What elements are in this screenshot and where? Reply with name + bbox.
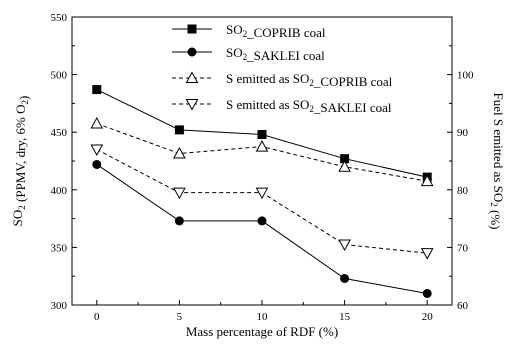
marker-circle	[174, 216, 184, 226]
x-tick-label: 5	[177, 311, 183, 323]
legend-label: S emitted as SO2_COPRIB coal	[226, 71, 393, 89]
marker-triangle-down	[255, 187, 269, 200]
marker-triangle-down	[173, 187, 186, 200]
marker-square	[187, 24, 197, 34]
y-right-axis-title: Fuel S emitted as SO2 (%)	[488, 92, 506, 229]
y-left-tick-label: 400	[51, 185, 68, 197]
y-left-tick-label: 500	[51, 70, 68, 82]
series-line-3	[96, 149, 428, 254]
y-right-tick-label: 90	[457, 127, 469, 139]
marker-square	[92, 85, 102, 95]
series-layer	[90, 85, 434, 298]
marker-triangle-up	[185, 71, 199, 83]
series-line-1	[96, 164, 428, 294]
marker-triangle-up	[338, 160, 351, 172]
marker-triangle-down	[90, 144, 104, 157]
marker-triangle-down	[338, 239, 351, 252]
marker-triangle-up	[255, 140, 269, 152]
y-left-tick-label: 550	[51, 12, 68, 24]
y-right-tick-label: 60	[457, 300, 469, 312]
marker-triangle-down	[420, 248, 434, 260]
y-right-tick-label: 80	[457, 185, 469, 197]
marker-triangle-down	[185, 99, 199, 111]
y-right-tick-label: 100	[457, 70, 474, 82]
y-right-tick-label: 70	[457, 242, 469, 254]
y-left-tick-label: 450	[51, 127, 68, 139]
marker-circle	[187, 47, 197, 57]
x-tick-label: 10	[257, 311, 269, 323]
legend-label: SO2_SAKLEI coal	[226, 45, 325, 63]
marker-circle	[422, 288, 432, 298]
x-axis-title: Mass percentage of RDF (%)	[186, 324, 338, 339]
legend: SO2_COPRIB coal SO2_SAKLEI coal S emitted …	[172, 22, 393, 115]
marker-square	[174, 125, 184, 135]
marker-circle	[92, 159, 102, 169]
marker-square	[257, 130, 267, 140]
x-tick-label: 20	[422, 311, 434, 323]
marker-circle	[257, 216, 267, 226]
x-tick-label: 0	[94, 311, 100, 323]
y-left-tick-label: 350	[51, 242, 68, 254]
marker-triangle-up	[90, 117, 104, 129]
x-tick-label: 15	[339, 311, 351, 323]
legend-label: SO2_COPRIB coal	[226, 22, 326, 40]
axis-labels: 0 5 10 15 20 300 350 400 450 500 550 60 70 80 90 100 Mas…	[10, 12, 506, 339]
y-left-axis-title: SO2 (PPMV, dry, 6% O2)	[10, 96, 31, 227]
y-left-tick-label: 300	[51, 300, 68, 312]
legend-label: S emitted as SO2_SAKLEI coal	[226, 97, 392, 115]
marker-circle	[340, 274, 350, 284]
marker-triangle-up	[173, 146, 186, 159]
marker-square	[340, 154, 350, 164]
marker-triangle-up	[420, 174, 434, 187]
plot-frame-layer	[71, 16, 453, 306]
